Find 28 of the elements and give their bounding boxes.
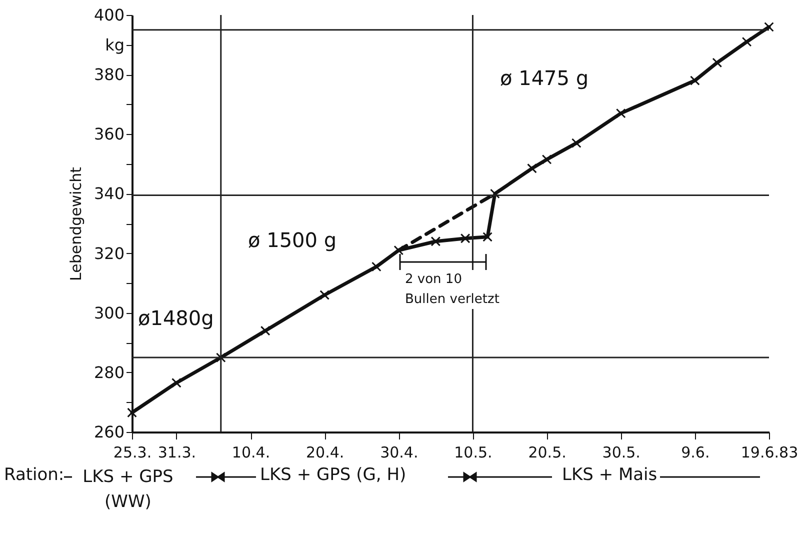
y-tick-label: 400 — [94, 6, 124, 24]
text: Ration: — [4, 465, 64, 485]
y-tick-label: 280 — [94, 362, 124, 382]
text: LKS + Mais — [562, 465, 658, 485]
y-axis-title: Lebendgewicht — [66, 166, 85, 281]
y-tick-label: 340 — [94, 184, 124, 204]
y-tick-label: 360 — [94, 124, 124, 144]
y-tick-label: kg — [105, 35, 124, 54]
x-tick-label: 19.6.83 — [740, 444, 798, 462]
x-tick-label: 10.5. — [454, 444, 492, 462]
x-tick-label: 30.5. — [602, 444, 640, 462]
y-tick-label: 300 — [94, 303, 124, 322]
x-tick-label: 25.3. — [113, 444, 152, 462]
y-tick-label: 380 — [94, 65, 124, 84]
x-tick-label: 20.5. — [528, 444, 566, 462]
text: LKS + GPS (G, H) — [260, 465, 406, 485]
x-tick-label: 30.4. — [380, 444, 418, 462]
annotation: ø1480g — [138, 306, 214, 330]
y-tick-label: 320 — [94, 244, 124, 263]
y-tick-label: 260 — [94, 422, 124, 442]
x-tick-label: 20.4. — [306, 444, 344, 462]
annotation: 2 von 10 Bullen verletzt — [405, 270, 500, 309]
annotation: ø 1475 g — [500, 66, 589, 90]
text: LKS + GPS (WW) — [82, 467, 174, 512]
annotation: ø 1500 g — [248, 228, 337, 252]
x-tick-label: 31.3. — [158, 444, 196, 462]
x-tick-label: 9.6. — [681, 444, 710, 462]
x-tick-label: 10.4. — [232, 444, 270, 462]
